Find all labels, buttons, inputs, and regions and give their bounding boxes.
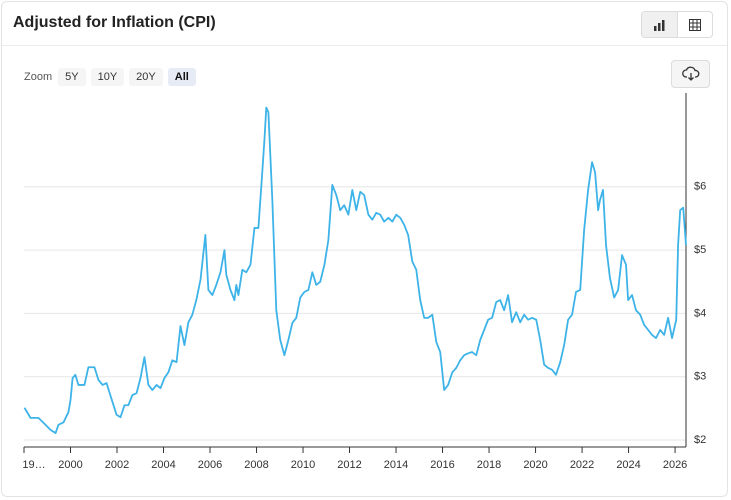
x-tick-label: 2022 <box>570 459 594 471</box>
x-tick-label: 2018 <box>477 459 501 471</box>
zoom-button[interactable]: 10Y <box>90 68 125 86</box>
bar-icon <box>654 19 665 31</box>
x-tick-label: 2020 <box>523 459 547 471</box>
zoom-bar: Zoom 5Y 10Y 20Y All <box>24 68 201 86</box>
x-tick-label: 2014 <box>384 459 408 471</box>
zoom-button[interactable]: 20Y <box>129 68 163 86</box>
y-tick-label: $4 <box>694 307 706 319</box>
zoom-button[interactable]: 5Y <box>58 68 86 86</box>
x-tick-label: 2012 <box>337 459 361 471</box>
table-view-button[interactable] <box>678 12 713 37</box>
table-icon <box>688 18 701 31</box>
y-tick-label: $5 <box>694 244 706 256</box>
chart-title: Adjusted for Inflation (CPI) <box>13 14 216 31</box>
chart-view-button[interactable] <box>642 12 678 37</box>
download-button[interactable] <box>671 60 710 88</box>
x-tick-label: 2006 <box>198 459 222 471</box>
x-tick-label: 2024 <box>616 459 640 471</box>
x-tick-label: 2016 <box>430 459 454 471</box>
x-tick-label: 2008 <box>244 459 268 471</box>
x-tick-label: 19… <box>22 459 45 471</box>
x-tick-label: 2004 <box>151 459 175 471</box>
zoom-label: Zoom <box>24 71 53 83</box>
zoom-button[interactable]: All <box>167 68 196 86</box>
x-tick-label: 2026 <box>663 459 687 471</box>
x-tick-label: 2000 <box>58 459 82 471</box>
header: Adjusted for Inflation (CPI) <box>2 2 727 46</box>
y-tick-label: $2 <box>694 434 706 446</box>
x-tick-label: 2002 <box>105 459 129 471</box>
download-icon <box>681 66 699 81</box>
view-toggle <box>641 11 713 38</box>
x-tick-label: 2010 <box>291 459 315 471</box>
price-line <box>23 106 687 434</box>
y-tick-label: $3 <box>694 371 706 383</box>
y-tick-label: $6 <box>694 181 706 193</box>
